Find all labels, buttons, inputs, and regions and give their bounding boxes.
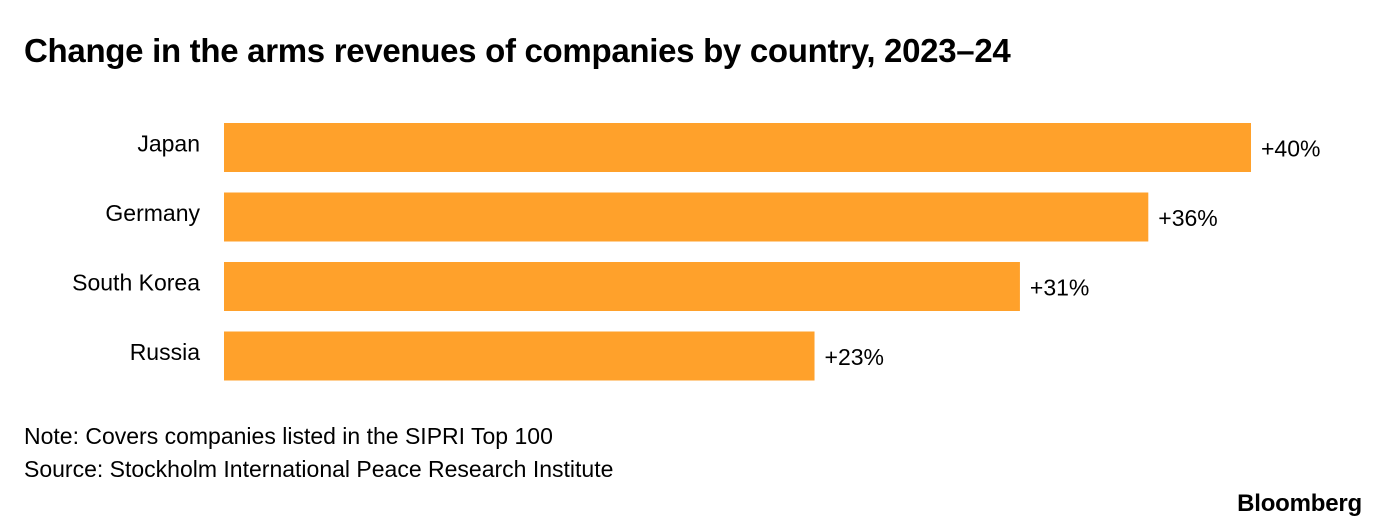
chart-source: Source: Stockholm International Peace Re…: [24, 456, 614, 482]
value-label-south-korea: +31%: [1030, 275, 1089, 301]
category-label-japan: Japan: [137, 131, 200, 157]
chart-title: Change in the arms revenues of companies…: [24, 32, 1011, 69]
bar-south-korea: [224, 262, 1020, 311]
category-label-germany: Germany: [105, 200, 200, 226]
category-label-south-korea: South Korea: [72, 270, 200, 296]
bar-germany: [224, 192, 1149, 242]
value-label-germany: +36%: [1158, 205, 1217, 231]
bar-japan: [224, 123, 1251, 172]
bar-russia: [224, 331, 815, 381]
bloomberg-logo: Bloomberg: [1237, 490, 1362, 517]
value-label-japan: +40%: [1261, 136, 1320, 162]
category-label-russia: Russia: [130, 339, 201, 365]
bar-chart: Japan +40% Germany +36% South Korea +31% Russi…: [72, 123, 1320, 381]
value-label-russia: +23%: [825, 344, 884, 370]
chart-note: Note: Covers companies listed in the SIP…: [24, 423, 553, 449]
